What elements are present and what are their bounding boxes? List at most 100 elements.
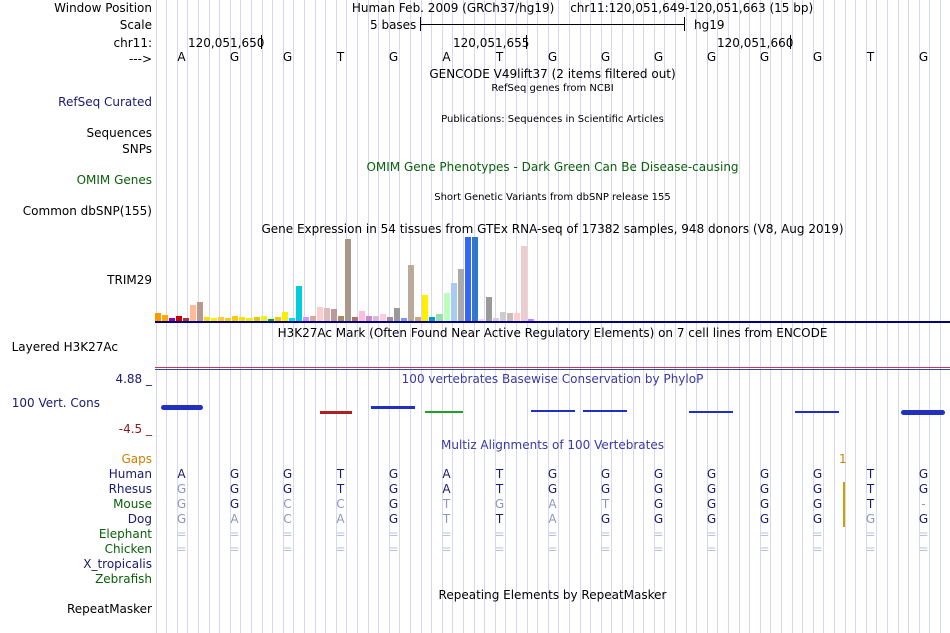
gtex-bar[interactable]	[309, 316, 316, 321]
sequence-base: A	[177, 50, 186, 64]
gtex-bar[interactable]	[155, 313, 162, 321]
phylop-wiggle[interactable]	[155, 404, 950, 416]
gtex-bar[interactable]	[232, 316, 239, 321]
gtex-bar[interactable]	[352, 317, 359, 321]
species-label: Mouse	[113, 497, 152, 511]
gtex-bar[interactable]	[387, 317, 394, 321]
track-label-refseq[interactable]: RefSeq Curated	[58, 95, 152, 109]
grid-line	[632, 0, 634, 633]
gtex-bar[interactable]	[359, 311, 366, 321]
track-label-sequences[interactable]: Sequences	[86, 126, 152, 140]
grid-line	[621, 0, 623, 633]
gtex-bar[interactable]	[169, 318, 176, 321]
gtex-bar[interactable]	[457, 269, 464, 321]
gtex-bar[interactable]	[464, 237, 471, 321]
gtex-bar[interactable]	[527, 319, 534, 321]
gtex-bar[interactable]	[429, 317, 436, 321]
gtex-bar[interactable]	[471, 237, 478, 321]
phylop-title: 100 vertebrates Basewise Conservation by…	[401, 372, 704, 386]
gtex-bar[interactable]	[373, 316, 380, 321]
gtex-bar[interactable]	[506, 313, 513, 321]
grid-line	[759, 0, 761, 633]
track-label-dbsnp[interactable]: Common dbSNP(155)	[22, 204, 152, 218]
grid-line	[653, 0, 655, 633]
gtex-bar[interactable]	[323, 308, 330, 321]
gtex-bar[interactable]	[422, 295, 429, 321]
h3k27ac-line-top	[155, 367, 950, 368]
gtex-bar[interactable]	[260, 316, 267, 321]
track-label-gtex[interactable]: TRIM29	[107, 273, 152, 287]
grid-line	[696, 0, 698, 633]
gtex-bar[interactable]	[239, 317, 246, 321]
gtex-bar[interactable]	[450, 283, 457, 321]
species-label: Human	[108, 467, 152, 481]
gtex-bar[interactable]	[288, 318, 295, 321]
gtex-bar[interactable]	[408, 265, 415, 321]
gtex-bar[interactable]	[225, 318, 232, 321]
refseq-title: RefSeq genes from NCBI	[491, 83, 614, 94]
gtex-bar[interactable]	[190, 305, 197, 321]
track-label-h3k27ac[interactable]: Layered H3K27Ac	[11, 340, 118, 354]
gtex-bar[interactable]	[211, 318, 218, 321]
alignment-base: G	[759, 482, 770, 496]
gtex-bar[interactable]	[366, 316, 373, 321]
grid-line	[250, 0, 252, 633]
gtex-bar[interactable]	[183, 318, 190, 321]
gtex-bar[interactable]	[253, 317, 260, 321]
alignment-base: =	[547, 542, 558, 556]
gtex-bar[interactable]	[176, 316, 183, 321]
gtex-bar[interactable]	[394, 308, 401, 321]
cons-mark	[901, 410, 945, 415]
gtex-bar[interactable]	[478, 319, 485, 321]
track-label-omim[interactable]: OMIM Genes	[76, 173, 152, 187]
gtex-bar[interactable]	[295, 286, 302, 321]
grid-line	[897, 0, 899, 633]
gtex-bar[interactable]	[415, 317, 422, 321]
track-label-cons[interactable]: 100 Vert. Cons	[11, 396, 100, 410]
gtex-title: Gene Expression in 54 tissues from GTEx …	[261, 222, 844, 236]
track-label-snps[interactable]: SNPs	[122, 142, 152, 156]
gtex-bar[interactable]	[281, 312, 288, 321]
gtex-bar[interactable]	[499, 312, 506, 321]
gtex-bar[interactable]	[330, 309, 337, 321]
grid-line	[770, 0, 772, 633]
position-readout: chr11:120,051,649-120,051,663 (15 bp)	[570, 1, 814, 15]
gtex-bar[interactable]	[492, 318, 499, 321]
gtex-bar[interactable]	[520, 246, 527, 321]
cons-mark	[583, 410, 627, 412]
gtex-bar[interactable]	[485, 297, 492, 321]
alignment-base: =	[494, 542, 505, 556]
grid-line	[272, 0, 274, 633]
gtex-bar[interactable]	[274, 317, 281, 321]
gtex-bar[interactable]	[218, 317, 225, 321]
alignment-base: T	[601, 497, 610, 511]
gtex-bar[interactable]	[246, 318, 253, 321]
gtex-bar[interactable]	[436, 314, 443, 321]
alignment-base: A	[336, 512, 345, 526]
alignment-base: =	[600, 527, 611, 541]
h3k27ac-line-bottom	[155, 369, 950, 370]
gtex-bar-chart[interactable]	[155, 236, 535, 321]
gtex-bar[interactable]	[345, 239, 352, 321]
gtex-bar[interactable]	[443, 293, 450, 321]
sequence-base: A	[442, 50, 451, 64]
gtex-bar[interactable]	[204, 317, 211, 321]
alignment-base: =	[653, 542, 664, 556]
gtex-bar[interactable]	[316, 307, 323, 321]
alignment-base: G	[494, 497, 505, 511]
alignment-base: G	[812, 497, 823, 511]
gtex-bar[interactable]	[302, 317, 309, 321]
gtex-bar[interactable]	[267, 319, 274, 321]
gtex-bar[interactable]	[380, 314, 387, 321]
gtex-bar[interactable]	[162, 315, 169, 321]
sequence-base: G	[600, 50, 611, 64]
cons-max-label: 4.88 _	[115, 372, 152, 386]
gtex-bar[interactable]	[513, 313, 520, 321]
track-label-repeatmasker[interactable]: RepeatMasker	[66, 602, 152, 616]
track-image[interactable]: Human Feb. 2009 (GRCh37/hg19) chr11:120,…	[155, 0, 950, 633]
gtex-bar[interactable]	[337, 316, 344, 321]
gtex-bar[interactable]	[401, 318, 408, 321]
grid-line	[939, 0, 941, 633]
gtex-bar[interactable]	[197, 302, 204, 321]
